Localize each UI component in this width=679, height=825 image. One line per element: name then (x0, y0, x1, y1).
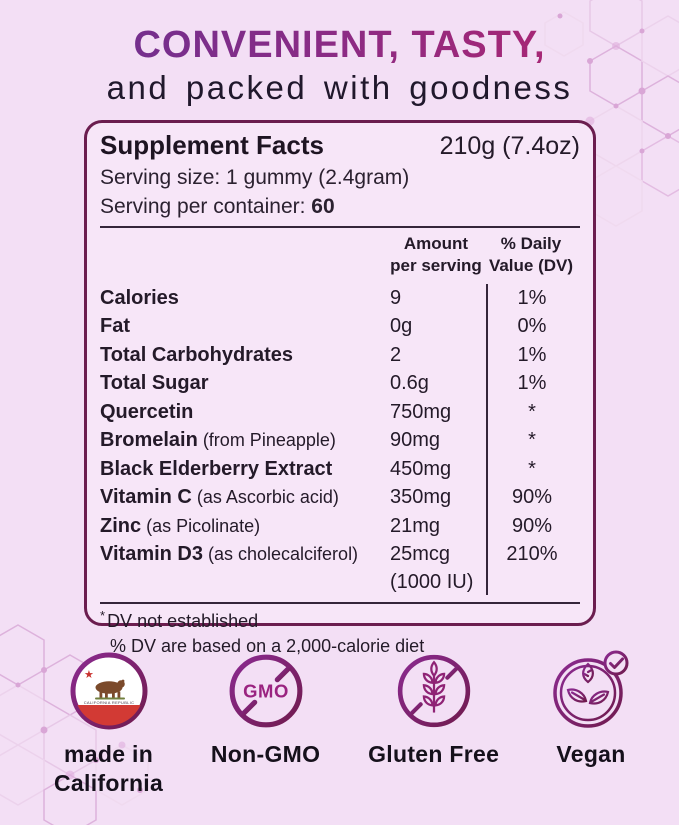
gluten-free-icon (395, 648, 473, 734)
row-fat-name: Fat (100, 315, 130, 338)
row-vitamin-d3-name: Vitamin D3 (as cholecalciferol) (100, 543, 359, 566)
row-zinc-amount: 21mg (390, 514, 441, 537)
row-vitamin-d3-dv-extra (486, 569, 576, 596)
row-sugar-dv: 1% (486, 369, 576, 399)
asterisk-mark: * (100, 608, 106, 624)
badge-non-gmo: GMO Non-GMO (211, 648, 320, 769)
row-carbs-amount: 2 (390, 343, 402, 366)
column-header-spacer (100, 228, 386, 284)
headline-line1: CONVENIENT, TASTY, (0, 25, 679, 66)
row-zinc-name: Zinc (as Picolinate) (100, 514, 261, 537)
row-vitamin-d3-extra-spacer (100, 569, 386, 595)
row-sugar-amount: 0.6g (390, 372, 429, 395)
row-bromelain-dv: * (486, 426, 576, 456)
facts-table: Amount per serving % Daily Value (DV) Ca… (100, 228, 580, 596)
footnote-calorie-diet: % DV are based on a 2,000-calorie diet (110, 636, 425, 657)
divider-bottom (100, 602, 580, 605)
badge-label-made-in-california: made in California (54, 741, 164, 796)
servings-per-container: Serving per container: 60 (100, 195, 580, 219)
row-fat-dv: 0% (486, 312, 576, 342)
serving-size: Serving size: 1 gummy (2.4gram) (100, 166, 410, 189)
row-carbs-dv: 1% (486, 341, 576, 370)
row-fat-amount: 0g (390, 315, 413, 338)
row-sugar-name: Total Sugar (100, 372, 209, 395)
row-vitamin-c-dv: 90% (486, 483, 576, 513)
california-flag-icon: ★ CALIFORNIA REPUBLIC (69, 648, 149, 734)
vegan-icon (547, 648, 635, 734)
row-zinc-dv: 90% (486, 512, 576, 541)
badge-label-non-gmo: Non-GMO (210, 741, 321, 767)
row-calories-dv: 1% (486, 284, 576, 313)
row-quercetin-amount: 750mg (390, 400, 452, 423)
row-bromelain-amount: 90mg (390, 429, 441, 452)
badge-gluten-free: Gluten Free (368, 648, 499, 769)
row-calories-amount: 9 (390, 286, 402, 309)
row-vitamin-d3-amount-line2: (1000 IU) (390, 570, 474, 593)
divider-top (100, 226, 580, 228)
headline: CONVENIENT, TASTY, and packed with goodn… (0, 25, 679, 107)
badge-label-gluten-free: Gluten Free (368, 741, 500, 767)
servings-per-container-value: 60 (311, 195, 335, 218)
panel-header: Supplement Facts 210g (7.4oz) (100, 130, 580, 161)
row-vitamin-d3-amount: 25mcg (390, 543, 451, 566)
hexagon-pattern-bottom-left (0, 624, 149, 825)
badge-label-vegan: Vegan (556, 741, 626, 767)
supplement-facts-panel: Supplement Facts 210g (7.4oz) Serving si… (84, 120, 596, 656)
column-header-dv: % Daily Value (DV) (488, 234, 574, 276)
svg-text:GMO: GMO (243, 681, 289, 702)
footnotes: * DV not established % DV are based on a … (100, 607, 580, 659)
svg-text:CALIFORNIA REPUBLIC: CALIFORNIA REPUBLIC (83, 700, 134, 705)
row-vitamin-c-name: Vitamin C (as Ascorbic acid) (100, 486, 339, 509)
footnote-dv: * DV not established (100, 608, 259, 632)
row-quercetin-dv: * (486, 398, 576, 427)
badge-vegan: Vegan (547, 648, 635, 769)
servings-per-container-label: Serving per container: (100, 195, 312, 218)
panel-title: Supplement Facts (100, 130, 324, 160)
non-gmo-icon: GMO (227, 648, 305, 734)
row-carbs-name: Total Carbohydrates (100, 343, 293, 366)
headline-line2: and packed with goodness (106, 68, 573, 106)
column-header-amount: Amount per serving (390, 234, 482, 276)
row-bromelain-name: Bromelain (from Pineapple) (100, 429, 336, 452)
row-quercetin-name: Quercetin (100, 400, 194, 423)
row-elderberry-name: Black Elderberry Extract (100, 457, 333, 480)
row-vitamin-d3-dv: 210% (486, 540, 576, 570)
row-elderberry-amount: 450mg (390, 457, 452, 480)
net-weight: 210g (7.4oz) (439, 132, 580, 160)
row-vitamin-c-amount: 350mg (390, 486, 452, 509)
row-calories-name: Calories (100, 286, 179, 309)
badge-made-in-california: ★ CALIFORNIA REPUBLIC made in California (54, 648, 163, 798)
certification-badges: ★ CALIFORNIA REPUBLIC made in California (54, 648, 635, 798)
row-elderberry-dv: * (486, 455, 576, 484)
svg-text:★: ★ (84, 668, 94, 681)
